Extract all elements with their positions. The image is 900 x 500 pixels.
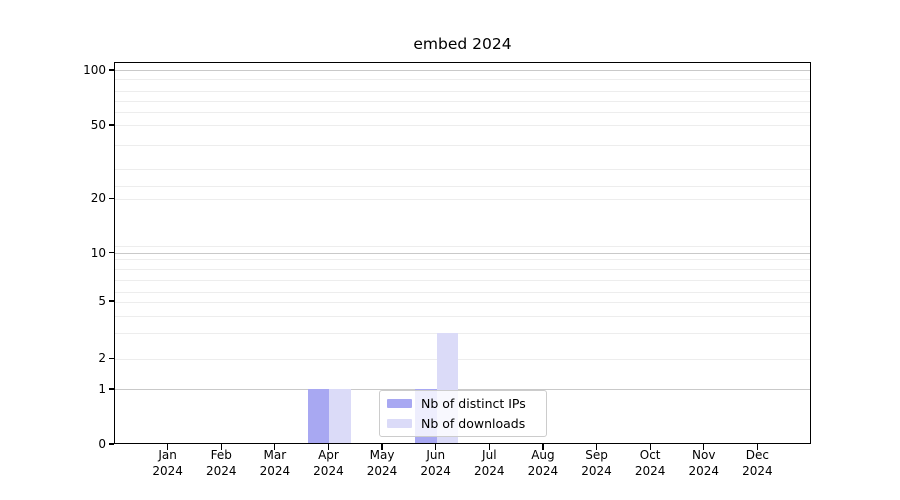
gridline-minor [115,144,810,146]
x-tick-mark [756,444,758,450]
legend-swatch-distinct-ips [387,399,412,408]
legend-label-distinct-ips: Nb of distinct IPs [421,396,526,411]
gridline-minor [115,332,810,334]
y-tick-label: 20 [90,191,106,206]
bar-nb-of-downloads-apr [329,389,351,443]
x-tick-label-may: May 2024 [366,448,398,478]
x-tick-mark [488,444,490,450]
chart-title: embed 2024 [413,35,512,53]
x-tick-mark [435,444,437,450]
x-tick-label-mar: Mar 2024 [259,448,291,478]
x-tick-mark [167,444,169,450]
x-tick-label-nov: Nov 2024 [688,448,720,478]
gridline-minor [115,168,810,170]
gridline-minor [115,90,810,92]
x-tick-mark [327,444,330,450]
y-tick-label: 1 [98,381,106,396]
gridline-minor [115,292,810,293]
gridline-minor [115,245,810,247]
legend-item-downloads: Nb of downloads [387,415,546,432]
plot-area: Nb of distinct IPs Nb of downloads [114,62,811,444]
y-tick-mark [109,443,114,445]
gridline-minor [115,125,810,127]
y-tick-label: 5 [98,294,106,309]
x-tick-label-feb: Feb 2024 [205,448,237,478]
x-tick-mark [220,444,222,450]
gridline-major [115,253,810,255]
bar-nb-of-distinct-ips-apr [308,389,330,443]
gridline-minor [115,111,810,113]
legend-label-downloads: Nb of downloads [421,416,526,431]
x-tick-mark [542,444,544,450]
gridline-minor [115,259,810,261]
y-tick-label: 100 [83,62,106,77]
gridline-minor [115,198,810,200]
x-tick-label-jan: Jan 2024 [152,448,183,478]
x-tick-mark [649,444,651,450]
x-tick-mark [274,444,276,450]
gridline-minor [115,100,810,102]
y-tick-label: 2 [98,351,106,366]
x-tick-mark [703,444,705,450]
y-tick-mark [109,300,114,302]
y-tick-label: 10 [90,245,106,260]
gridline-minor [115,358,810,360]
gridline-minor [115,79,810,81]
gridline-minor [115,301,810,303]
x-tick-label-sep: Sep 2024 [581,448,612,478]
gridline-minor [115,268,810,270]
gridline-major [115,70,810,72]
gridline-minor [115,185,810,187]
y-tick-label: 50 [90,117,106,132]
gridline-minor [115,316,810,318]
legend-item-distinct-ips: Nb of distinct IPs [387,395,546,412]
x-tick-label-apr: Apr 2024 [313,448,344,478]
x-tick-label-aug: Aug 2024 [527,448,559,478]
legend-swatch-downloads [387,419,412,428]
y-tick-mark [109,197,114,199]
x-tick-mark [595,444,598,450]
y-tick-mark [109,124,114,126]
y-tick-mark [109,388,114,390]
x-tick-mark [381,444,383,450]
legend: Nb of distinct IPs Nb of downloads [379,390,547,437]
gridline-major [115,389,810,391]
y-tick-mark [109,252,114,254]
x-tick-label-oct: Oct 2024 [634,448,666,478]
y-tick-label: 0 [98,437,106,451]
gridline-minor [115,279,810,281]
y-tick-mark [109,69,114,71]
x-tick-label-dec: Dec 2024 [742,448,773,478]
x-tick-label-jun: Jun 2024 [420,448,451,478]
y-tick-mark [109,357,114,359]
x-tick-label-jul: Jul 2024 [474,448,505,478]
